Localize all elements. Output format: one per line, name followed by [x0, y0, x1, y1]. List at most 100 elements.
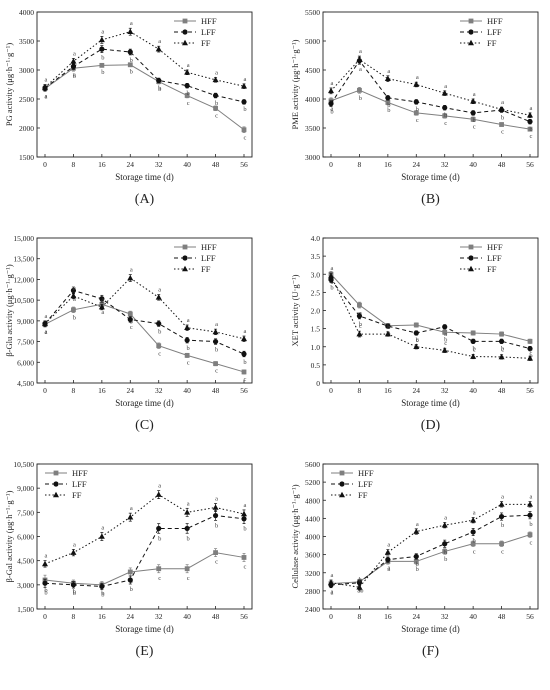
significance-letter: b: [158, 85, 161, 92]
data-point: [328, 87, 334, 94]
y-tick-label: 4000: [305, 533, 320, 542]
x-tick-label: 56: [526, 612, 534, 621]
x-tick-label: 32: [155, 386, 163, 395]
significance-letter: b: [387, 102, 390, 109]
data-point: [498, 501, 505, 507]
data-point: [70, 582, 77, 588]
y-tick-label: 5000: [305, 37, 320, 46]
x-tick-label: 16: [98, 160, 106, 169]
significance-letter: a: [45, 77, 48, 84]
data-point: [70, 287, 77, 294]
significance-letter: c: [530, 348, 533, 355]
panel-label: (A): [135, 192, 155, 207]
data-point: [70, 63, 77, 70]
x-axis-title: Storage time (d): [401, 624, 459, 634]
data-point: [385, 323, 391, 329]
y-tick-label: 2800: [305, 587, 320, 596]
y-tick-label: 3,000: [17, 581, 34, 590]
y-tick-label: 1.0: [311, 343, 321, 352]
data-point: [241, 351, 247, 357]
significance-letter: c: [187, 359, 190, 366]
y-tick-label: 9,000: [17, 317, 34, 326]
y-tick-label: 4,500: [17, 379, 34, 388]
data-point: [413, 322, 419, 328]
legend-label: HFF: [72, 468, 88, 478]
data-point: [499, 541, 504, 547]
x-tick-label: 8: [72, 612, 76, 621]
data-point: [241, 127, 247, 133]
significance-letter: c: [244, 376, 247, 383]
data-point: [470, 116, 476, 122]
legend-label: HFF: [201, 16, 217, 26]
series-line: [44, 303, 245, 373]
data-point: [328, 277, 334, 283]
significance-letter: a: [244, 328, 247, 335]
legend-label: FF: [201, 38, 211, 48]
significance-letter: b: [501, 522, 504, 529]
data-point: [241, 83, 247, 89]
significance-letter: c: [187, 575, 190, 582]
data-point: [328, 579, 334, 586]
significance-letter: b: [243, 526, 246, 533]
y-tick-label: 4400: [305, 514, 320, 523]
legend-marker: [468, 29, 474, 35]
chart-panel-a: 1500 2000 2500 3000 3500 4000 0 8 16 24 32 40 48 56 St…: [4, 8, 253, 207]
significance-letter: a: [101, 296, 104, 303]
y-tick-label: 3500: [305, 124, 320, 133]
significance-letter: a: [73, 541, 76, 548]
significance-letter: b: [473, 538, 476, 545]
y-tick-label: 1.5: [311, 325, 321, 334]
data-point: [527, 501, 533, 507]
x-tick-label: 32: [441, 160, 449, 169]
data-point: [184, 93, 190, 98]
legend-marker: [468, 255, 474, 261]
x-tick-label: 40: [469, 386, 477, 395]
data-point: [99, 583, 105, 590]
x-tick-label: 40: [183, 612, 191, 621]
data-point: [70, 58, 77, 64]
legend-marker: [53, 481, 59, 487]
significance-letter: a: [187, 500, 190, 507]
legend-label: HFF: [358, 468, 374, 478]
x-tick-label: 8: [358, 386, 362, 395]
data-point: [441, 90, 448, 96]
x-tick-label: 0: [43, 160, 47, 169]
significance-letter: b: [501, 345, 504, 352]
y-tick-label: 15,000: [13, 234, 34, 243]
significance-letter: b: [473, 117, 476, 124]
data-point: [212, 512, 219, 519]
data-point: [156, 525, 162, 532]
significance-letter: b: [73, 315, 76, 322]
data-point: [212, 76, 219, 83]
data-point: [42, 84, 48, 90]
data-point: [470, 110, 476, 116]
series-line: [330, 514, 531, 586]
significance-letter: a: [215, 495, 218, 502]
chart-panel-c: 4,500 6,000 7,500 9,000 10,500 12,000 13,500 15…: [4, 234, 253, 433]
series-line: [330, 59, 531, 123]
significance-letter: b: [416, 561, 419, 568]
data-point: [413, 110, 419, 116]
x-tick-label: 40: [183, 386, 191, 395]
y-tick-label: 3200: [305, 569, 320, 578]
data-point: [328, 272, 334, 279]
significance-letter: b: [158, 328, 161, 335]
panel-label: (B): [421, 192, 440, 207]
significance-letter: a: [387, 566, 390, 573]
significance-letter: a: [331, 265, 334, 272]
legend-label: LFF: [358, 479, 373, 489]
data-point: [98, 533, 105, 539]
data-point: [99, 296, 105, 302]
significance-letter: a: [530, 105, 533, 112]
legend-label: HFF: [487, 242, 503, 252]
significance-letter: a: [73, 71, 76, 78]
y-tick-label: 4.0: [311, 234, 321, 243]
data-point: [155, 294, 162, 300]
x-tick-label: 24: [127, 160, 135, 169]
data-point: [99, 62, 105, 68]
y-tick-label: 5200: [305, 478, 320, 487]
significance-letter: a: [73, 285, 76, 292]
x-tick-label: 24: [413, 612, 421, 621]
